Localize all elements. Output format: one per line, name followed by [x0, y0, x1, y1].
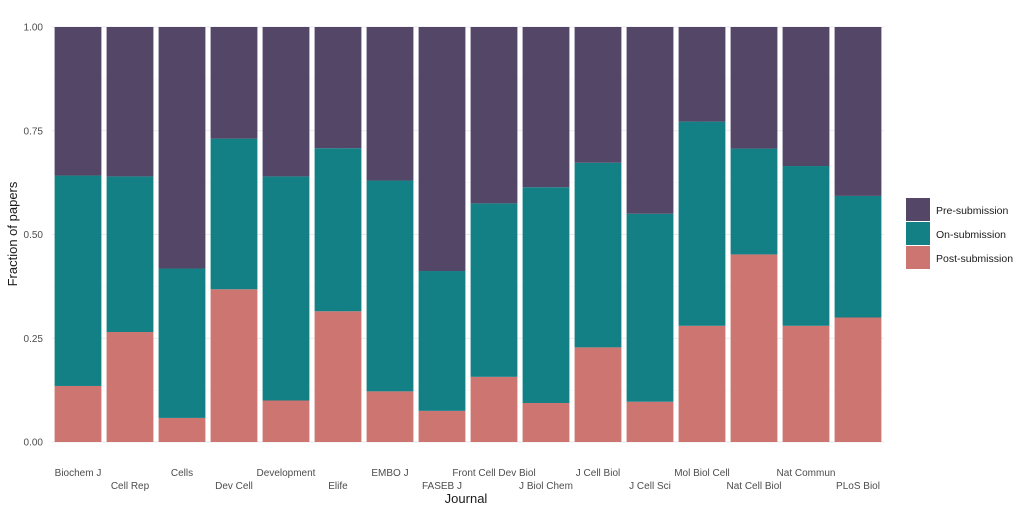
bar-segment-pre-submission: [834, 27, 882, 196]
bar-segment-pre-submission: [210, 27, 258, 139]
x-tick-label: J Cell Biol: [576, 468, 620, 479]
bar-segment-on-submission: [730, 148, 778, 255]
y-axis-title: Fraction of papers: [5, 181, 20, 286]
bar-segment-on-submission: [678, 121, 726, 326]
bar-segment-on-submission: [106, 176, 154, 333]
bar-segment-post-submission: [782, 325, 830, 442]
bar-segment-post-submission: [366, 391, 414, 442]
bar-segment-post-submission: [834, 317, 882, 442]
bar-segment-post-submission: [418, 410, 466, 442]
bar-segment-on-submission: [782, 166, 830, 326]
bar-segment-pre-submission: [782, 27, 830, 167]
bar-segment-on-submission: [54, 175, 102, 386]
bar-segment-pre-submission: [678, 27, 726, 122]
x-tick-label: FASEB J: [422, 481, 462, 492]
bar-segment-post-submission: [262, 400, 310, 442]
bar-segment-on-submission: [158, 268, 206, 418]
x-tick-label: Front Cell Dev Biol: [452, 468, 535, 479]
bar-segment-pre-submission: [418, 27, 466, 272]
bar-segment-post-submission: [470, 376, 518, 442]
bar-segment-post-submission: [730, 254, 778, 442]
bar-segment-on-submission: [262, 176, 310, 401]
x-tick-label: Nat Cell Biol: [726, 481, 781, 492]
bar-segment-on-submission: [210, 138, 258, 290]
bar-segment-post-submission: [522, 402, 570, 442]
legend-label: On-submission: [936, 229, 1006, 241]
legend-label: Pre-submission: [936, 205, 1009, 217]
y-tick-label: 0.00: [24, 438, 44, 449]
y-tick-label: 0.50: [24, 230, 44, 241]
bar-segment-pre-submission: [470, 27, 518, 204]
bars: [54, 27, 882, 442]
bar-segment-pre-submission: [262, 27, 310, 177]
y-tick-label: 1.00: [24, 23, 44, 34]
bar-segment-pre-submission: [730, 27, 778, 149]
legend-label: Post-submission: [936, 253, 1013, 265]
bar-segment-pre-submission: [158, 27, 206, 269]
bar-segment-on-submission: [522, 187, 570, 403]
bar-segment-on-submission: [366, 180, 414, 392]
bar-segment-post-submission: [678, 325, 726, 442]
x-tick-label: PLoS Biol: [836, 481, 880, 492]
bar-segment-post-submission: [158, 417, 206, 442]
x-tick-label: Biochem J: [55, 468, 102, 479]
x-tick-label: J Cell Sci: [629, 481, 671, 492]
bar-segment-post-submission: [314, 311, 362, 442]
x-tick-label: J Biol Chem: [519, 481, 573, 492]
legend: Pre-submission On-submission Post-submissi…: [906, 198, 1013, 269]
bar-segment-pre-submission: [522, 27, 570, 188]
bar-segment-on-submission: [574, 162, 622, 348]
x-axis-ticks: Biochem J Cell Rep Cells Dev Cell Developmen…: [55, 468, 880, 492]
bar-segment-pre-submission: [106, 27, 154, 177]
bar-segment-post-submission: [574, 347, 622, 442]
y-tick-label: 0.25: [24, 334, 44, 345]
bar-segment-pre-submission: [626, 27, 674, 214]
x-axis-title: Journal: [445, 491, 488, 506]
bar-segment-post-submission: [210, 289, 258, 442]
legend-key: [906, 222, 930, 245]
y-tick-label: 0.75: [24, 126, 44, 137]
bar-segment-on-submission: [470, 203, 518, 377]
x-tick-label: Nat Commun: [777, 468, 836, 479]
bar-segment-post-submission: [106, 332, 154, 442]
x-tick-label: Elife: [328, 481, 348, 492]
x-tick-label: Cells: [171, 468, 193, 479]
x-tick-label: Cell Rep: [111, 481, 150, 492]
bar-segment-pre-submission: [314, 27, 362, 149]
bar-segment-on-submission: [314, 148, 362, 312]
bar-segment-post-submission: [626, 401, 674, 442]
legend-key: [906, 246, 930, 269]
bar-segment-pre-submission: [366, 27, 414, 181]
x-tick-label: Dev Cell: [215, 481, 253, 492]
y-axis-ticks: 0.00 0.25 0.50 0.75 1.00: [24, 23, 44, 449]
bar-segment-pre-submission: [574, 27, 622, 163]
bar-segment-on-submission: [418, 271, 466, 411]
bar-segment-on-submission: [626, 213, 674, 402]
legend-key: [906, 198, 930, 221]
bar-segment-pre-submission: [54, 27, 102, 176]
bar-segment-post-submission: [54, 385, 102, 442]
x-tick-label: Development: [257, 468, 316, 479]
bar-segment-on-submission: [834, 195, 882, 318]
x-tick-label: EMBO J: [371, 468, 408, 479]
x-tick-label: Mol Biol Cell: [674, 468, 730, 479]
